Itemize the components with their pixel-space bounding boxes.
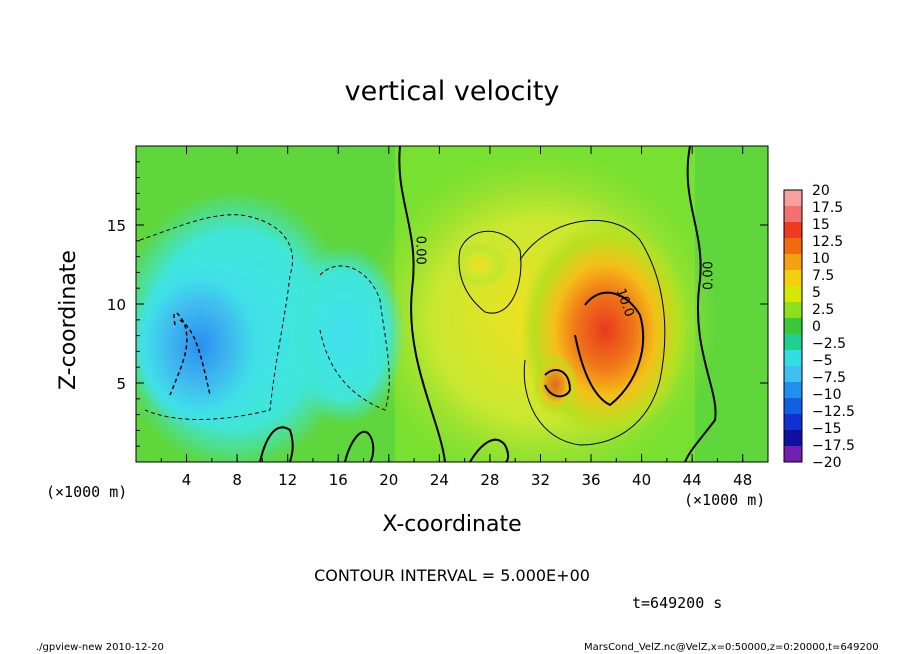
colorbar-label: 15 <box>812 217 830 233</box>
x-tick-label: 8 <box>232 471 242 489</box>
x-tick-label: 12 <box>278 471 297 489</box>
colorbar-label: −7.5 <box>812 370 846 386</box>
colorbar-swatch <box>784 398 802 415</box>
colorbar-swatch <box>784 190 802 207</box>
colorbar-swatch <box>784 254 802 271</box>
colorbar-label: 5 <box>812 285 821 301</box>
colorbar-swatch <box>784 206 802 223</box>
colorbar-label: −17.5 <box>812 438 855 454</box>
y-tick-label: 15 <box>107 217 126 235</box>
colorbar-label: −20 <box>812 455 842 471</box>
contour-label: 0.00 <box>413 236 428 265</box>
x-tick-label: 40 <box>632 471 651 489</box>
footer-right: MarsCond_VelZ.nc@VelZ,x=0:50000,z=0:2000… <box>584 642 879 653</box>
colorbar-label: 20 <box>812 183 830 199</box>
colorbar-swatch <box>784 446 802 463</box>
y-axis-label: Z-coordinate <box>56 250 81 390</box>
time-stamp: t=649200 s <box>632 594 723 612</box>
contour-lines <box>139 145 717 463</box>
contour-interval: CONTOUR INTERVAL = 5.000E+00 <box>314 566 590 585</box>
colorbar-label: −5 <box>812 353 833 369</box>
x-unit-left: (×1000 m) <box>46 483 128 501</box>
x-tick-label: 24 <box>430 471 449 489</box>
colorbar-swatch <box>784 366 802 383</box>
x-unit-right: (×1000 m) <box>684 491 766 509</box>
y-tick-label: 5 <box>116 375 126 393</box>
contour-label: 0.00 <box>701 261 716 290</box>
colorbar-label: 2.5 <box>812 302 834 318</box>
colorbar-swatch <box>784 382 802 399</box>
x-tick-label: 20 <box>379 471 398 489</box>
colorbar-label: 12.5 <box>812 234 843 250</box>
colorbar-swatch <box>784 286 802 303</box>
footer-left: ./gpview-new 2010-12-20 <box>36 642 164 653</box>
colorbar-swatch <box>784 350 802 367</box>
heatmap-field <box>136 146 768 462</box>
colorbar-label: −12.5 <box>812 404 855 420</box>
colorbar-swatch <box>784 238 802 255</box>
colorbar-label: 10 <box>812 251 830 267</box>
x-tick-label: 28 <box>480 471 499 489</box>
x-tick-label: 16 <box>329 471 348 489</box>
colorbar-label: 0 <box>812 319 821 335</box>
x-tick-label: 32 <box>531 471 550 489</box>
colorbar-label: −15 <box>812 421 842 437</box>
x-tick-label: 44 <box>683 471 702 489</box>
colorbar-swatch <box>784 318 802 335</box>
colorbar-swatch <box>784 270 802 287</box>
colorbar-swatch <box>784 414 802 431</box>
chart-title: vertical velocity <box>344 76 560 107</box>
colorbar-swatch <box>784 334 802 351</box>
colorbar-frame <box>783 189 803 463</box>
colorbar-swatch <box>784 302 802 319</box>
x-tick-label: 48 <box>733 471 752 489</box>
y-tick-label: 10 <box>107 296 126 314</box>
colorbar-label: −10 <box>812 387 842 403</box>
x-axis-label: X-coordinate <box>382 512 522 537</box>
x-tick-label: 36 <box>581 471 600 489</box>
colorbar-swatch <box>784 222 802 239</box>
colorbar-label: 17.5 <box>812 200 843 216</box>
colorbar-label: −2.5 <box>812 336 846 352</box>
x-tick-label: 4 <box>182 471 192 489</box>
colorbar-swatch <box>784 430 802 447</box>
colorbar-label: 7.5 <box>812 268 834 284</box>
colorbar: 2017.51512.5107.552.50−2.5−5−7.5−10−12.5… <box>783 183 855 471</box>
